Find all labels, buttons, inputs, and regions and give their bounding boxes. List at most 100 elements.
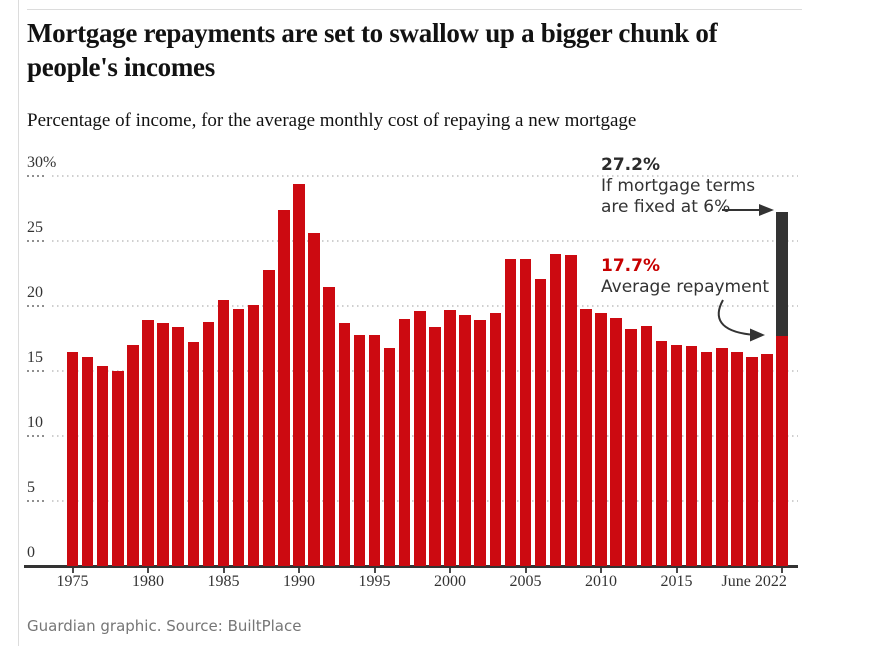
- bar-2014: [655, 341, 668, 566]
- bar-1980: [142, 320, 154, 566]
- bar-1997: [398, 319, 411, 566]
- x-axis-label: 1985: [207, 573, 240, 590]
- fixed-rate-label-line1: If mortgage terms: [601, 176, 756, 196]
- bar-1991: [308, 233, 320, 566]
- bar-1977: [96, 365, 109, 566]
- x-axis-label: 2010: [585, 573, 617, 590]
- y-gridline-tick: [27, 435, 47, 437]
- x-axis-label: 2000: [434, 573, 466, 590]
- bar-2012: [625, 329, 637, 566]
- fixed-rate-bar-segment: [776, 212, 788, 336]
- x-axis-label: 1995: [358, 573, 391, 590]
- bar-2021: [761, 354, 773, 566]
- headline-top-rule: [27, 9, 802, 10]
- bar-1985: [217, 299, 230, 566]
- x-axis-label: June 2022: [721, 573, 787, 590]
- bar-1984: [202, 321, 215, 566]
- bar-1999: [429, 326, 441, 566]
- x-axis-tick: [600, 568, 602, 573]
- y-gridline-tick: [27, 305, 47, 307]
- bar-2015: [670, 345, 683, 566]
- y-axis-label: 25: [27, 219, 43, 236]
- bar-1990: [293, 183, 305, 566]
- bar-2017: [700, 351, 713, 566]
- bar-2006: [534, 278, 547, 566]
- bar-1983: [187, 342, 200, 566]
- fixed-rate-value: 27.2%: [601, 155, 660, 175]
- x-axis-tick: [781, 568, 784, 573]
- bar-1995: [368, 334, 381, 566]
- bar-2018: [716, 347, 728, 566]
- x-axis-tick: [675, 568, 678, 573]
- bar-2007: [549, 254, 562, 566]
- y-gridline: [52, 175, 798, 177]
- bar-june-2022: [776, 335, 788, 566]
- x-axis-label: 2005: [509, 573, 542, 590]
- bar-2011: [610, 317, 622, 566]
- fixed-rate-annotation: 27.2% If mortgage terms are fixed at 6%: [601, 155, 755, 218]
- x-axis-label: 1975: [56, 573, 89, 590]
- x-axis-label: 1980: [132, 573, 164, 590]
- y-gridline: [52, 240, 798, 242]
- y-gridline: [52, 305, 798, 307]
- bar-2004: [504, 259, 517, 566]
- bar-2016: [685, 346, 698, 566]
- fixed-rate-label-line2: are fixed at 6%: [601, 197, 731, 217]
- bar-1996: [383, 347, 396, 566]
- bar-1987: [247, 304, 260, 566]
- y-gridline-tick: [27, 175, 47, 177]
- x-axis-label: 2015: [660, 573, 693, 590]
- bar-1981: [157, 322, 169, 566]
- bar-2010: [595, 312, 607, 566]
- x-axis-tick: [373, 568, 376, 573]
- y-axis-label: 10: [27, 414, 43, 431]
- bar-1978: [112, 371, 124, 566]
- bar-1976: [81, 356, 94, 566]
- x-axis-line: [24, 565, 798, 568]
- average-repayment-value: 17.7%: [601, 256, 660, 276]
- bar-2001: [459, 315, 471, 566]
- bar-1982: [172, 326, 184, 566]
- y-axis-label: 15: [27, 349, 43, 366]
- bar-1992: [323, 286, 335, 566]
- bar-2002: [474, 320, 486, 566]
- y-axis-label: 0: [27, 544, 35, 561]
- bar-2009: [580, 308, 592, 566]
- x-axis-tick: [147, 568, 149, 573]
- page-title: Mortgage repayments are set to swallow u…: [27, 18, 718, 82]
- x-axis-tick: [222, 568, 225, 573]
- bar-1998: [414, 311, 426, 566]
- y-gridline-tick: [27, 370, 47, 372]
- average-repayment-label: Average repayment: [601, 277, 770, 297]
- chart-subtitle: Percentage of income, for the average mo…: [27, 110, 637, 131]
- bar-1975: [66, 351, 79, 566]
- bar-1979: [127, 345, 139, 566]
- y-gridline-tick: [27, 500, 47, 502]
- bar-2005: [519, 259, 532, 566]
- x-axis-tick: [524, 568, 527, 573]
- bar-1989: [278, 209, 290, 566]
- source-caption: Guardian graphic. Source: BuiltPlace: [27, 617, 302, 635]
- y-axis-label: 20: [27, 284, 43, 301]
- x-axis-tick: [298, 568, 300, 573]
- average-repayment-annotation: 17.7% Average repayment: [601, 256, 769, 298]
- bar-2019: [731, 351, 743, 566]
- bar-1994: [353, 334, 366, 566]
- bar-1988: [263, 269, 275, 566]
- y-axis-label: 30%: [27, 154, 57, 171]
- y-gridline-tick: [27, 240, 47, 242]
- y-axis-label: 5: [27, 479, 35, 496]
- x-axis-tick: [449, 568, 451, 573]
- bar-2020: [746, 356, 758, 566]
- bar-2008: [565, 255, 577, 566]
- bar-1993: [338, 322, 351, 566]
- bar-2003: [489, 312, 502, 566]
- x-axis-tick: [71, 568, 74, 573]
- bar-2000: [444, 309, 456, 566]
- bar-1986: [232, 308, 245, 566]
- x-axis-label: 1990: [283, 573, 315, 590]
- bar-2013: [640, 325, 653, 566]
- page-left-rule: [18, 0, 19, 646]
